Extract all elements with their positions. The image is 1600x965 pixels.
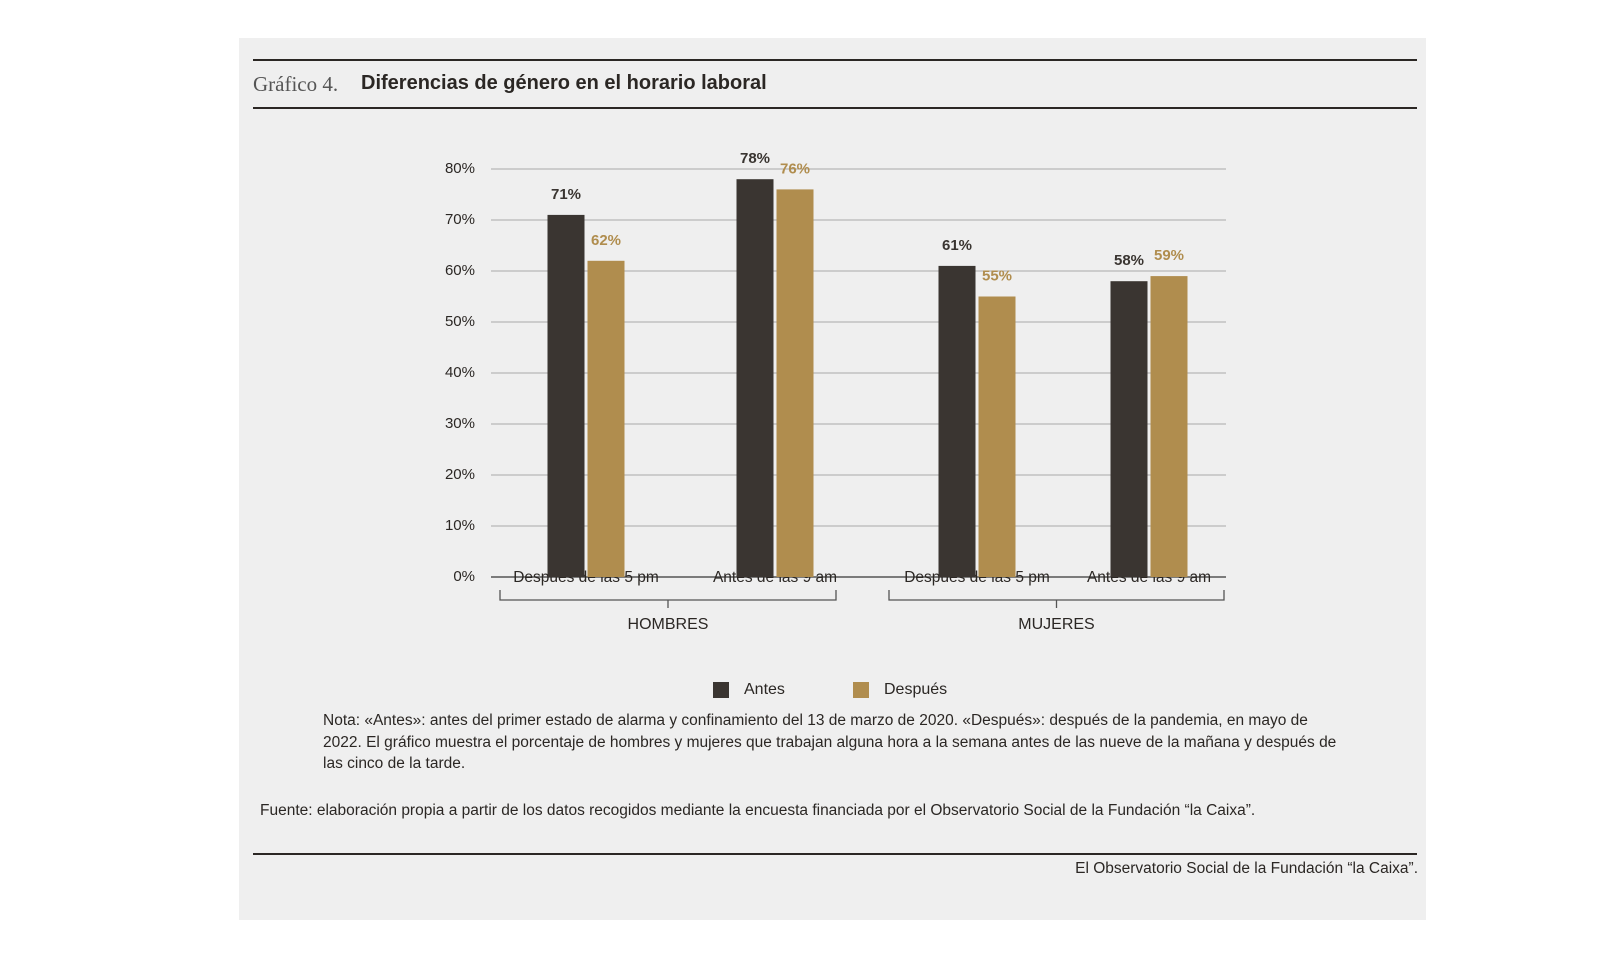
legend-swatch — [713, 682, 729, 698]
value-label: 78% — [740, 150, 770, 167]
group-bracket — [499, 590, 837, 608]
bar — [978, 296, 1016, 577]
bar — [547, 214, 585, 577]
bar — [1110, 281, 1148, 577]
value-label: 76% — [780, 160, 810, 177]
top-rule — [253, 59, 1417, 61]
bar — [938, 265, 976, 577]
panel: Gráfico 4. Diferencias de género en el h… — [239, 38, 1426, 920]
title-rule — [253, 107, 1417, 109]
y-tick-label: 40% — [445, 364, 475, 381]
chart-title-prefix: Gráfico 4. — [253, 72, 339, 96]
value-label: 61% — [942, 237, 972, 254]
y-tick-label: 70% — [445, 211, 475, 228]
x-tick-label: Antes de las 9 am — [713, 569, 837, 586]
footer: El Observatorio Social de la Fundación “… — [1075, 860, 1418, 877]
x-tick-label: Después de las 5 pm — [513, 569, 659, 586]
value-label: 71% — [551, 186, 581, 203]
legend-swatch — [853, 682, 869, 698]
y-tick-label: 50% — [445, 313, 475, 330]
y-tick-label: 0% — [453, 568, 475, 585]
x-tick-label: Después de las 5 pm — [904, 569, 1050, 586]
value-label: 59% — [1154, 247, 1184, 264]
source: Fuente: elaboración propia a partir de l… — [260, 802, 1256, 819]
y-tick-label: 80% — [445, 160, 475, 177]
bar — [587, 260, 625, 577]
chart-title: Diferencias de género en el horario labo… — [361, 72, 767, 94]
footer-rule — [253, 853, 1417, 855]
y-tick-label: 20% — [445, 466, 475, 483]
group-label: HOMBRES — [628, 616, 709, 633]
bar — [736, 179, 774, 577]
value-label: 58% — [1114, 252, 1144, 269]
legend-label: Después — [884, 681, 947, 698]
bar — [1150, 276, 1188, 577]
group-bracket — [888, 590, 1225, 608]
group-label: MUJERES — [1018, 616, 1094, 633]
chart: 0% 10% 20% 30% 40% 50% 60% 70% 80% HOMBRES Después… — [445, 150, 1226, 698]
value-label: 55% — [982, 267, 1012, 284]
y-tick-label: 10% — [445, 517, 475, 534]
legend-label: Antes — [744, 681, 785, 698]
bar — [776, 189, 814, 577]
value-label: 62% — [591, 232, 621, 249]
y-tick-label: 30% — [445, 415, 475, 432]
y-tick-label: 60% — [445, 262, 475, 279]
note: Nota: «Antes»: antes del primer estado d… — [323, 712, 1337, 772]
x-tick-label: Antes de las 9 am — [1087, 569, 1211, 586]
